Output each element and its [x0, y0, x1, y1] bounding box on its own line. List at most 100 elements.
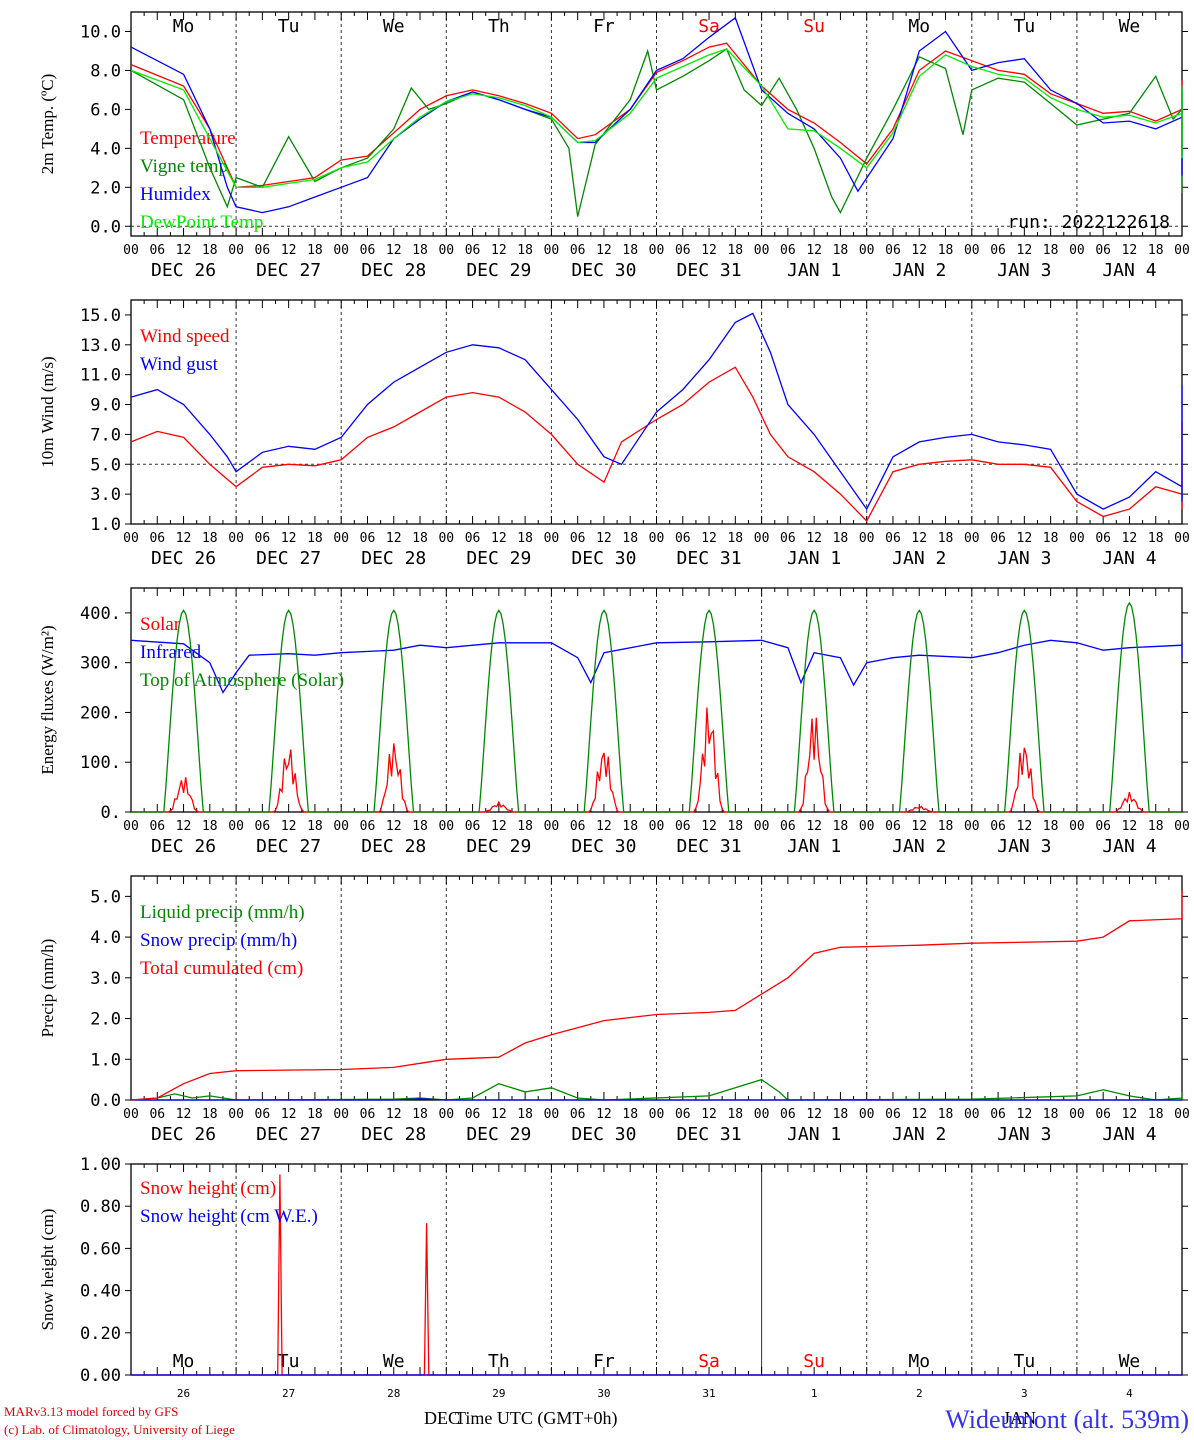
hour-tick-label: 12	[1017, 243, 1033, 258]
hour-tick-label: 12	[176, 819, 192, 834]
hour-tick-label: 18	[202, 1107, 218, 1122]
hour-tick-label: 06	[885, 1107, 901, 1122]
hour-tick-label: 12	[1122, 819, 1138, 834]
hour-tick-label: 12	[596, 531, 612, 546]
hour-tick-label: 00	[859, 819, 875, 834]
hour-tick-label: 06	[465, 531, 481, 546]
chart-panel-2: 1.0 3.0 5.0 7.0 9.0 11.0 13.0 15.0 10m Wind (m/s…	[38, 299, 1190, 569]
hour-tick-label: 18	[412, 531, 428, 546]
hour-tick-label: 06	[570, 1107, 586, 1122]
hour-tick-label: 12	[491, 1107, 507, 1122]
hour-tick-label: 12	[176, 1107, 192, 1122]
hour-tick-label: 06	[1095, 819, 1111, 834]
legend-entry: Vigne temp	[140, 156, 228, 177]
hour-tick-label: 00	[1069, 1107, 1085, 1122]
hour-tick-label: 00	[544, 819, 560, 834]
jan-month-label: JAN	[1003, 1408, 1036, 1428]
series-line	[130, 16, 1183, 214]
hour-tick-label: 12	[281, 1107, 297, 1122]
date-label: JAN 4	[1102, 260, 1156, 281]
legend-entry: Temperature	[140, 128, 236, 149]
date-label: DEC 29	[466, 260, 531, 281]
legend-entry: Snow precip (mm/h)	[140, 930, 297, 951]
date-label: JAN 3	[997, 1124, 1051, 1145]
legend-entry: Liquid precip (mm/h)	[140, 902, 305, 923]
hour-tick-label: 00	[333, 531, 349, 546]
hour-tick-label: 18	[307, 531, 323, 546]
hour-tick-label: 18	[938, 1107, 954, 1122]
date-label: DEC 28	[361, 260, 426, 281]
date-label: DEC 31	[677, 548, 742, 569]
hour-tick-label: 18	[938, 243, 954, 258]
y-tick-label: 5.0	[90, 455, 121, 475]
date-label: JAN 4	[1102, 836, 1156, 857]
y-axis-label: Energy fluxes (W/m²)	[38, 625, 57, 774]
hour-tick-label: 06	[360, 243, 376, 258]
hour-tick-label: 06	[570, 819, 586, 834]
hour-tick-label: 12	[281, 819, 297, 834]
hour-tick-label: 18	[1043, 1107, 1059, 1122]
hour-tick-label: 18	[517, 819, 533, 834]
hour-tick-label: 00	[544, 243, 560, 258]
hour-tick-label: 12	[281, 531, 297, 546]
date-label: DEC 29	[466, 1124, 531, 1145]
hour-tick-label: 06	[255, 1107, 271, 1122]
hour-tick-label: 00	[1069, 243, 1085, 258]
hour-tick-label: 06	[885, 531, 901, 546]
date-label: DEC 30	[571, 1124, 636, 1145]
y-tick-label: 15.0	[80, 306, 121, 326]
hour-tick-label: 12	[806, 819, 822, 834]
chart-panel-5: 0.00 0.20 0.40 0.60 0.80 1.00 Snow height (cm)…	[38, 1155, 1188, 1400]
series-line	[130, 48, 1183, 188]
day-number-label: 4	[1126, 1387, 1133, 1400]
hour-tick-label: 06	[149, 1107, 165, 1122]
series-line	[131, 1098, 1182, 1101]
y-tick-label: 1.0	[90, 1050, 121, 1070]
hour-tick-label: 06	[1095, 243, 1111, 258]
hour-tick-label: 00	[754, 243, 770, 258]
hour-tick-label: 00	[859, 1107, 875, 1122]
hour-tick-label: 06	[255, 819, 271, 834]
weekday-label: Sa	[698, 1351, 720, 1372]
hour-tick-label: 12	[806, 1107, 822, 1122]
hour-tick-label: 00	[544, 1107, 560, 1122]
date-label: DEC 26	[151, 1124, 216, 1145]
day-number-label: 1	[811, 1387, 818, 1400]
weekday-label: Fr	[593, 1351, 615, 1372]
y-tick-label: 0.20	[80, 1324, 121, 1344]
date-label: JAN 3	[997, 548, 1051, 569]
hour-tick-label: 06	[255, 531, 271, 546]
hour-tick-label: 00	[438, 1107, 454, 1122]
weekday-label: Tu	[278, 16, 300, 37]
day-number-label: 28	[387, 1387, 400, 1400]
hour-tick-label: 06	[990, 243, 1006, 258]
hour-tick-label: 00	[1174, 531, 1190, 546]
hour-tick-label: 18	[938, 531, 954, 546]
day-number-label: 2	[916, 1387, 923, 1400]
plot-frame	[130, 587, 1183, 813]
date-label: JAN 2	[892, 548, 946, 569]
hour-tick-label: 18	[1148, 1107, 1164, 1122]
chart-panel-1: 0.0 2.0 4.0 6.0 8.0 10.0 2m Temp. (ºC) 00 06 12 18…	[38, 11, 1190, 281]
hour-tick-label: 00	[123, 243, 139, 258]
date-label: DEC 30	[571, 548, 636, 569]
hour-tick-label: 18	[412, 243, 428, 258]
date-label: DEC 30	[571, 260, 636, 281]
date-label: DEC 31	[677, 1124, 742, 1145]
weekday-label: Th	[488, 16, 510, 37]
weekday-label: We	[383, 16, 405, 37]
y-tick-label: 2.0	[90, 178, 121, 198]
day-number-label: 27	[282, 1387, 295, 1400]
y-tick-label: 3.0	[90, 485, 121, 505]
hour-tick-label: 00	[754, 819, 770, 834]
hour-tick-label: 12	[491, 531, 507, 546]
hour-tick-label: 00	[333, 243, 349, 258]
hour-tick-label: 12	[701, 1107, 717, 1122]
hour-tick-label: 06	[149, 819, 165, 834]
hour-tick-label: 12	[386, 819, 402, 834]
y-tick-label: 0.0	[90, 217, 121, 237]
hour-tick-label: 00	[228, 1107, 244, 1122]
y-tick-label: 8.0	[90, 61, 121, 81]
hour-tick-label: 18	[1148, 531, 1164, 546]
hour-tick-label: 12	[1122, 531, 1138, 546]
